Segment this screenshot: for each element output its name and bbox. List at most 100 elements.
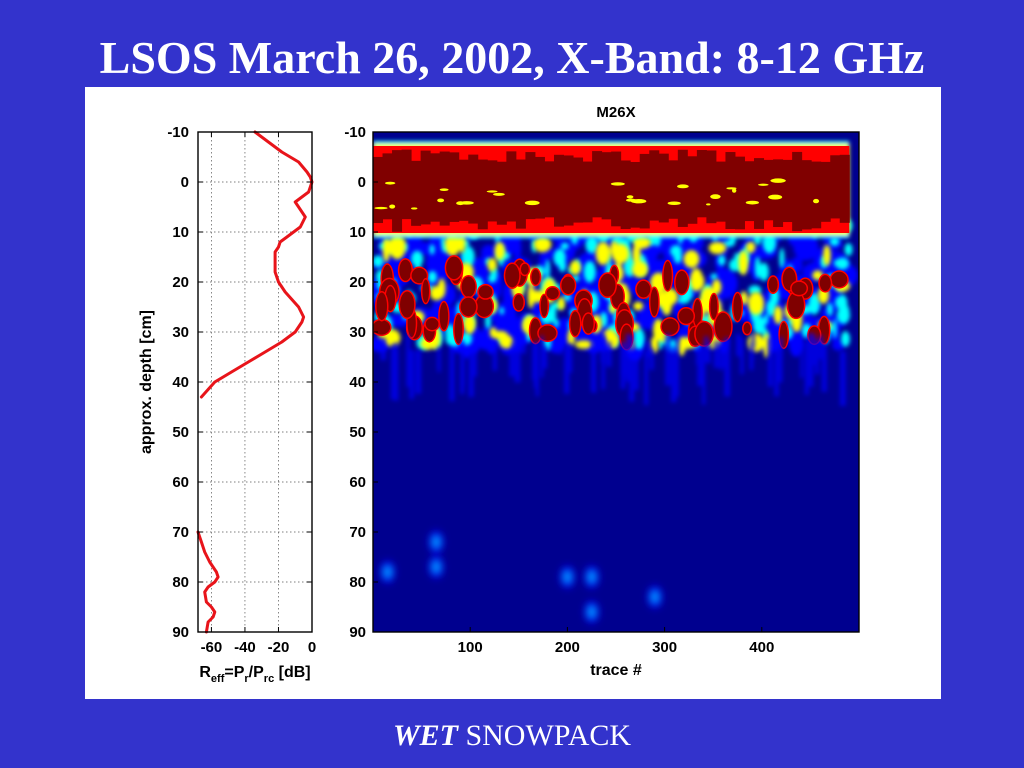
heatmap-band-core	[801, 160, 812, 230]
heatmap-speckle	[611, 243, 630, 264]
heatmap-speckle	[632, 243, 641, 266]
heatmap-speckle	[583, 313, 594, 334]
heatmap-speckle	[489, 327, 497, 338]
heatmap-trail	[707, 341, 711, 364]
heatmap-band-core	[544, 161, 555, 218]
heatmap-speckle	[376, 292, 388, 320]
heatmap-x-tick-label: 300	[652, 639, 677, 656]
heatmap-band-hole	[374, 206, 388, 210]
heatmap-trail	[777, 343, 783, 383]
heatmap-speckle	[710, 294, 718, 320]
heatmap-trail	[740, 340, 744, 375]
heatmap-speckle	[488, 274, 494, 283]
profile-y-tick-label: 90	[172, 624, 189, 641]
heatmap-deep-reflections	[380, 531, 662, 623]
heatmap-trail	[799, 342, 804, 379]
profile-y-tick-label: 60	[172, 474, 189, 491]
heatmap-speckle	[599, 273, 616, 297]
heatmap-speckle	[831, 271, 848, 288]
heatmap-speckle	[499, 335, 515, 349]
heatmap-speckle	[437, 278, 446, 298]
heatmap-trail	[591, 348, 597, 393]
heatmap-trail	[540, 335, 544, 378]
heatmap-speckle	[708, 241, 727, 255]
heatmap-speckle	[540, 295, 548, 317]
heatmap-speckle	[382, 237, 390, 263]
heatmap-trail	[535, 344, 539, 397]
slide-title: LSOS March 26, 2002, X-Band: 8-12 GHz	[99, 32, 925, 83]
heatmap-speckle	[631, 261, 649, 278]
heatmap-speckle	[527, 283, 535, 309]
heatmap-trail	[380, 338, 386, 361]
heatmap-speckle	[738, 250, 749, 275]
heatmap-speckle	[819, 275, 831, 292]
heatmap-trail	[567, 343, 573, 373]
heatmap-trail	[807, 333, 814, 387]
heatmap-band-hole	[757, 183, 769, 186]
heatmap-band-hole	[768, 194, 783, 200]
heatmap-band-core	[563, 155, 574, 226]
profile-y-tick-label: 10	[172, 224, 189, 241]
heatmap-x-tick-label: 100	[458, 639, 483, 656]
heatmap-band-core	[592, 151, 603, 218]
heatmap-band-core	[639, 153, 650, 229]
heatmap-speckle	[677, 296, 690, 304]
heatmap-speckle	[633, 235, 651, 249]
profile-series-line	[196, 530, 220, 634]
heatmap-trail	[804, 340, 809, 395]
heatmap-speckle	[560, 242, 569, 250]
profile-y-tick-label: 40	[172, 374, 189, 391]
heatmap-trail	[564, 345, 570, 394]
heatmap-speckle	[439, 302, 449, 331]
heatmap-band-hole	[486, 190, 498, 193]
heatmap-speckle	[633, 301, 644, 311]
heatmap-band-hole	[410, 207, 418, 210]
heatmap-speckle	[696, 274, 705, 289]
heatmap-trail	[735, 333, 740, 356]
heatmap-band-core	[411, 160, 422, 226]
heatmap-speckle	[495, 310, 518, 335]
heatmap-trail	[620, 341, 626, 390]
heatmap-band-core	[820, 161, 831, 222]
heatmap-speckle	[826, 302, 833, 317]
heatmap-speckle	[399, 259, 412, 281]
heatmap-speckle	[677, 338, 686, 356]
heatmap-speckle	[734, 252, 739, 264]
heatmap-trail	[719, 343, 723, 371]
heatmap-band-hole	[813, 198, 820, 204]
heatmap-band-core	[782, 159, 793, 223]
heatmap-band-hole	[726, 187, 737, 190]
heatmap-speckle	[675, 270, 689, 294]
heatmap-speckle	[710, 273, 718, 280]
heatmap-band-core	[506, 151, 517, 222]
heatmap-band-hole	[524, 200, 540, 206]
heatmap-deep-reflection-core	[651, 592, 658, 602]
heatmap-speckle	[446, 256, 462, 280]
heatmap-y-tick-label: 20	[349, 274, 366, 291]
heatmap-speckle	[595, 241, 611, 265]
heatmap-speckle	[748, 291, 765, 315]
profile-x-axis-label: Reff=Pr/Prc [dB]	[199, 664, 310, 685]
heatmap-band-core	[649, 150, 660, 221]
heatmap-band-hole	[732, 188, 737, 193]
heatmap-trail	[819, 335, 824, 360]
heatmap-speckle	[388, 233, 406, 260]
heatmap-band-core	[677, 149, 688, 227]
heatmap-band-core	[468, 154, 479, 224]
heatmap-trail	[514, 348, 520, 383]
heatmap-speckle	[461, 246, 475, 268]
heatmap-speckle	[840, 331, 851, 347]
heatmap-trail	[473, 346, 477, 377]
heatmap-trail	[532, 342, 538, 380]
heatmap-trail	[821, 344, 827, 392]
heatmap-speckle	[411, 268, 427, 284]
heatmap-band-core	[658, 153, 669, 223]
heatmap-speckle	[563, 293, 572, 301]
heatmap-trail	[606, 344, 611, 367]
heatmap-deep-reflection-core	[384, 567, 391, 577]
heatmap-band-hole	[439, 188, 449, 191]
heatmap-band-hole	[706, 203, 711, 206]
heatmap-deep-reflection-core	[564, 572, 571, 582]
heatmap-trail	[774, 348, 779, 397]
heatmap-speckle	[487, 257, 497, 272]
